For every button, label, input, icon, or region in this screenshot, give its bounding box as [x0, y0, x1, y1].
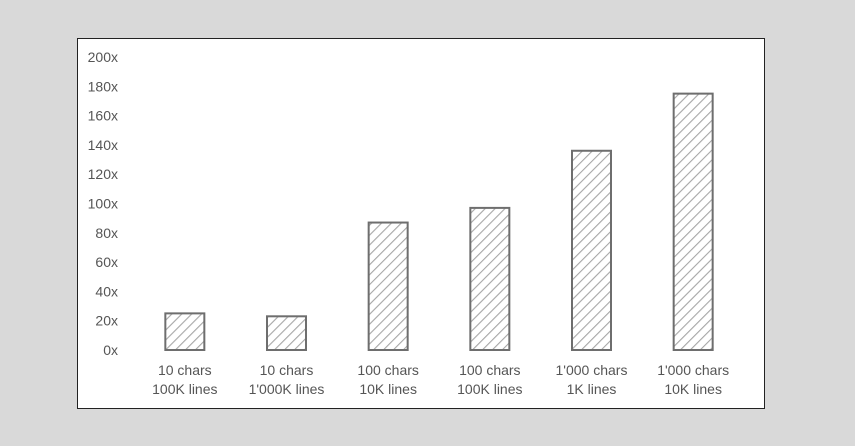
y-tick-label: 100x [88, 196, 118, 212]
x-axis-category-labels: 10 chars 100K lines 10 chars 1'000K lines 10… [152, 362, 729, 397]
y-tick-label: 140x [88, 137, 118, 153]
x-category-label: 1'000 chars [556, 362, 628, 378]
x-category-label: 10 chars [158, 362, 212, 378]
x-category-label: 1'000K lines [249, 381, 325, 397]
y-axis-tick-labels: 0x 20x 40x 60x 80x 100x 120x 140x 160x 180x 200x [88, 49, 118, 358]
y-tick-label: 160x [88, 108, 118, 124]
y-tick-label: 60x [95, 254, 118, 270]
y-tick-label: 40x [95, 283, 118, 299]
x-category-label: 100K lines [152, 381, 217, 397]
x-category-label: 10K lines [359, 381, 417, 397]
x-category-label: 1'000 chars [657, 362, 729, 378]
x-category-label: 10K lines [664, 381, 722, 397]
bar [469, 206, 511, 351]
x-category-label: 100 chars [459, 362, 520, 378]
y-tick-label: 180x [88, 78, 118, 94]
bar [571, 149, 612, 351]
bars [164, 92, 714, 351]
bar [672, 92, 714, 351]
x-category-label: 100K lines [457, 381, 522, 397]
x-category-label: 10 chars [260, 362, 314, 378]
y-tick-label: 200x [88, 49, 118, 65]
y-tick-label: 20x [95, 313, 118, 329]
bar [266, 315, 307, 351]
y-tick-label: 80x [95, 225, 118, 241]
y-tick-label: 120x [88, 166, 118, 182]
bar [367, 221, 409, 351]
x-category-label: 100 chars [357, 362, 418, 378]
x-category-label: 1K lines [567, 381, 617, 397]
y-tick-label: 0x [103, 342, 118, 358]
bar [164, 312, 206, 351]
